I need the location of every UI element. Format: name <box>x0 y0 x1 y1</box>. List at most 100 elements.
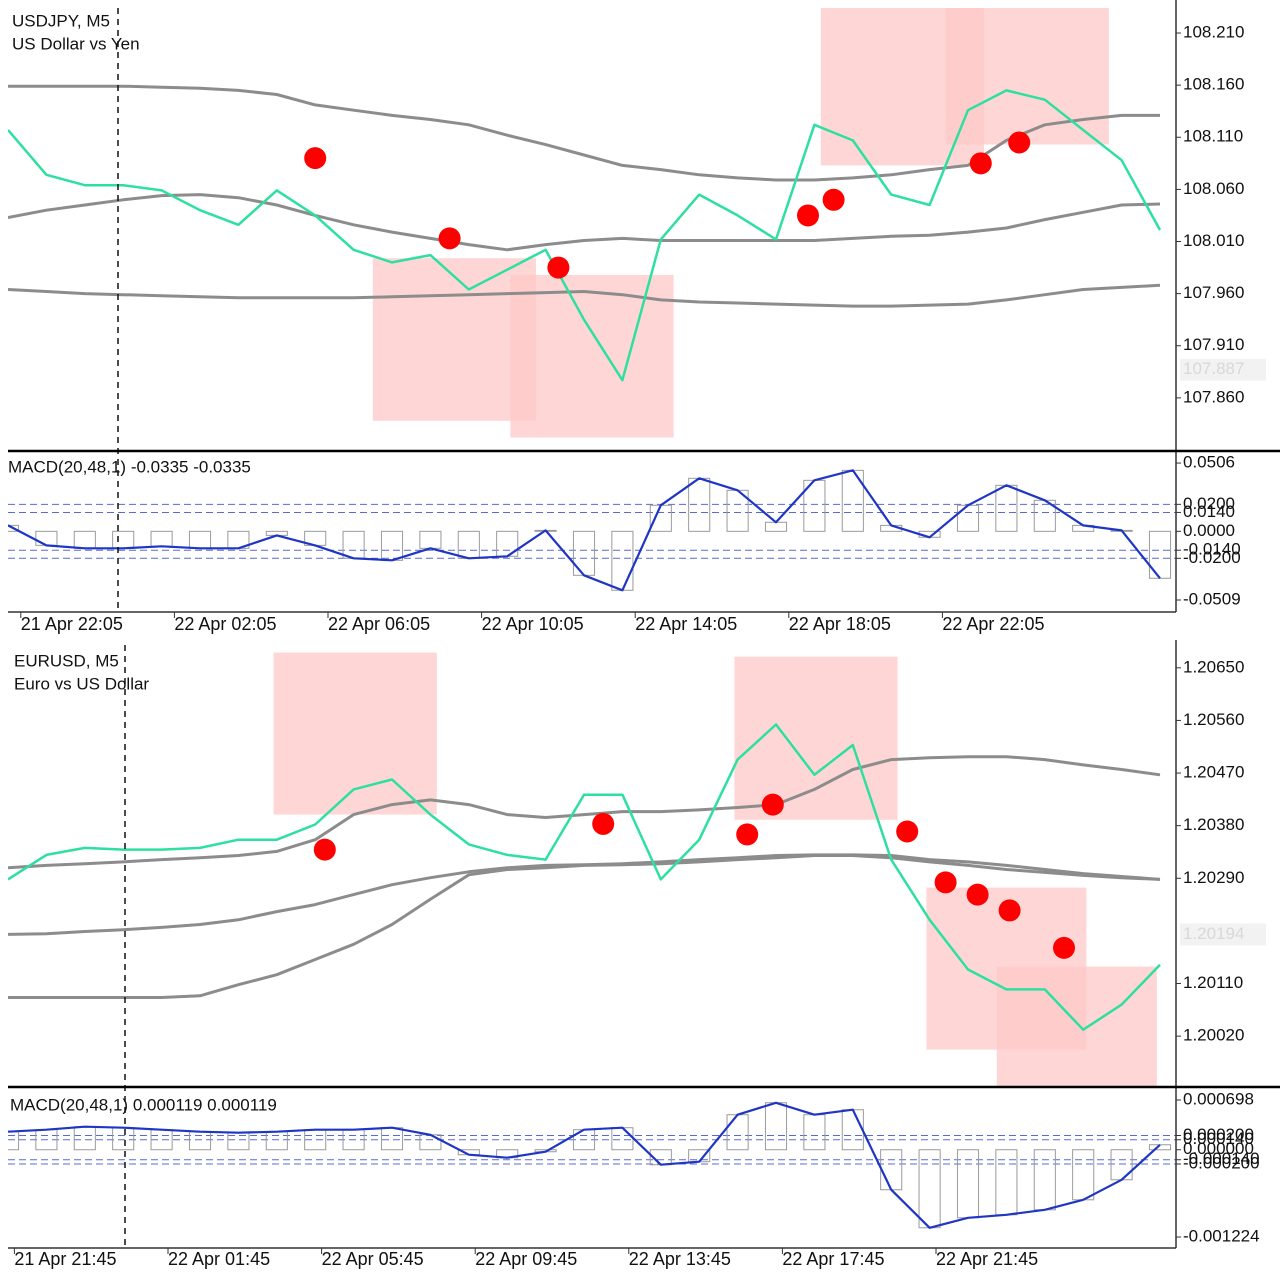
signal-dot <box>304 147 327 170</box>
panel <box>8 8 1162 438</box>
symbol-title: EURUSD, M5 <box>14 651 119 670</box>
histogram-bar <box>1033 1149 1056 1211</box>
histogram-bar <box>457 530 480 559</box>
y-tick-label: 108.010 <box>1183 231 1244 250</box>
signal-dot <box>1053 936 1075 959</box>
histogram-bar <box>8 1131 20 1151</box>
y-tick-label: 0.000698 <box>1183 1089 1254 1108</box>
price-line <box>8 723 1161 1031</box>
plot-layer: 108.210 108.160 108.110 108.060 108.010 107.9… <box>8 8 1266 1269</box>
y-tick-label: 108.210 <box>1183 23 1244 42</box>
histogram-bar <box>611 1127 634 1151</box>
indicator-title: MACD(20,48,1) -0.0335 -0.0335 <box>8 457 251 476</box>
y-tick-label: 1.20380 <box>1183 815 1244 834</box>
signal-dot <box>934 871 957 894</box>
signal-zone <box>996 966 1157 1087</box>
x-tick-label: 22 Apr 05:45 <box>322 1249 424 1269</box>
last-price-box <box>1180 923 1266 946</box>
y-tick-label: 0.000140 <box>1183 1129 1254 1148</box>
x-tick-label: 21 Apr 21:45 <box>14 1249 116 1269</box>
x-tick-label: 21 Apr 22:05 <box>21 614 123 634</box>
envelope-line <box>8 84 1160 182</box>
macd-line <box>8 469 1161 592</box>
histogram-bar <box>73 530 96 549</box>
signal-zone <box>734 656 898 820</box>
x-tick-label: 22 Apr 21:45 <box>936 1249 1038 1269</box>
histogram-bar <box>380 1127 404 1151</box>
y-tick-label: 0.000200 <box>1183 1125 1254 1144</box>
histogram-bar <box>1148 1144 1172 1151</box>
histogram-bar <box>918 1149 941 1229</box>
envelope-line <box>8 283 1161 308</box>
signal-zone <box>945 8 1109 145</box>
envelope-line <box>8 755 1161 870</box>
histogram-bar <box>611 530 634 591</box>
histogram-bar <box>995 484 1018 532</box>
y-tick-label: 0.0000 <box>1183 521 1235 540</box>
y-tick-label: 107.860 <box>1183 387 1244 406</box>
y-tick-label: 108.160 <box>1183 75 1244 94</box>
histogram-bar <box>764 521 788 532</box>
signal-dot <box>438 227 461 250</box>
signal-zone <box>510 274 674 438</box>
histogram-bar <box>8 524 20 532</box>
y-tick-label: 108.110 <box>1183 127 1243 146</box>
y-tick-label: 1.20560 <box>1183 710 1244 729</box>
y-tick-label: -0.000200 <box>1183 1153 1260 1172</box>
y-tick-label: 0.0506 <box>1183 453 1235 472</box>
panel <box>8 1101 1176 1229</box>
x-tick-label: 22 Apr 14:05 <box>635 614 737 634</box>
x-tick-label: 22 Apr 02:05 <box>174 614 276 634</box>
histogram-bar <box>419 530 442 549</box>
panel <box>8 469 1176 592</box>
x-tick-label: 22 Apr 13:45 <box>629 1249 731 1269</box>
histogram-bar <box>956 504 980 532</box>
signal-dot <box>547 256 570 279</box>
y-tick-label: 0.0140 <box>1183 502 1235 521</box>
signal-dot <box>797 204 819 227</box>
x-tick-label: 22 Apr 10:05 <box>482 614 584 634</box>
histogram-bar <box>265 1131 288 1151</box>
y-tick-label: -0.0509 <box>1183 589 1241 608</box>
histogram-bar <box>380 530 404 561</box>
histogram-bar <box>419 1134 442 1151</box>
histogram-bar <box>841 1109 864 1151</box>
signal-dot <box>966 883 989 906</box>
signal-dot <box>896 820 919 843</box>
y-tick-label: 1.20020 <box>1183 1026 1244 1045</box>
signal-dot <box>592 812 615 835</box>
histogram-bar <box>1110 1149 1133 1181</box>
y-tick-label: -0.0200 <box>1183 548 1241 567</box>
y-tick-label: 107.960 <box>1183 283 1244 302</box>
y-tick-label: 1.20290 <box>1183 868 1244 887</box>
signal-dot <box>1008 131 1031 154</box>
histogram-bar <box>112 1127 135 1151</box>
histogram-bar <box>1072 1149 1095 1201</box>
signal-dot <box>998 899 1021 922</box>
signal-dot <box>736 823 759 846</box>
x-tick-label: 22 Apr 18:05 <box>789 614 891 634</box>
macd-line <box>8 1101 1161 1229</box>
y-tick-label: 0.000000 <box>1183 1139 1254 1158</box>
histogram-bar <box>726 1114 749 1151</box>
signal-dot <box>313 838 336 861</box>
indicator-title: MACD(20,48,1) 0.000119 0.000119 <box>10 1095 277 1114</box>
signal-zone <box>372 258 536 421</box>
signal-dot <box>761 793 784 816</box>
panel <box>8 652 1161 1087</box>
symbol-subtitle: Euro vs US Dollar <box>14 674 149 693</box>
last-price-label: 1.20194 <box>1183 924 1244 943</box>
y-tick-label: 107.910 <box>1183 335 1244 354</box>
envelope-line <box>8 854 1161 999</box>
symbol-title: USDJPY, M5 <box>12 11 110 30</box>
signal-dot <box>822 188 845 211</box>
y-tick-label: -0.000140 <box>1183 1149 1260 1168</box>
y-tick-label: 0.0200 <box>1183 494 1235 513</box>
signal-dot <box>969 152 992 175</box>
histogram-bar <box>1148 530 1172 579</box>
x-tick-label: 22 Apr 09:45 <box>475 1249 577 1269</box>
y-tick-label: 1.20650 <box>1183 657 1244 676</box>
histogram-bar <box>880 1149 903 1191</box>
